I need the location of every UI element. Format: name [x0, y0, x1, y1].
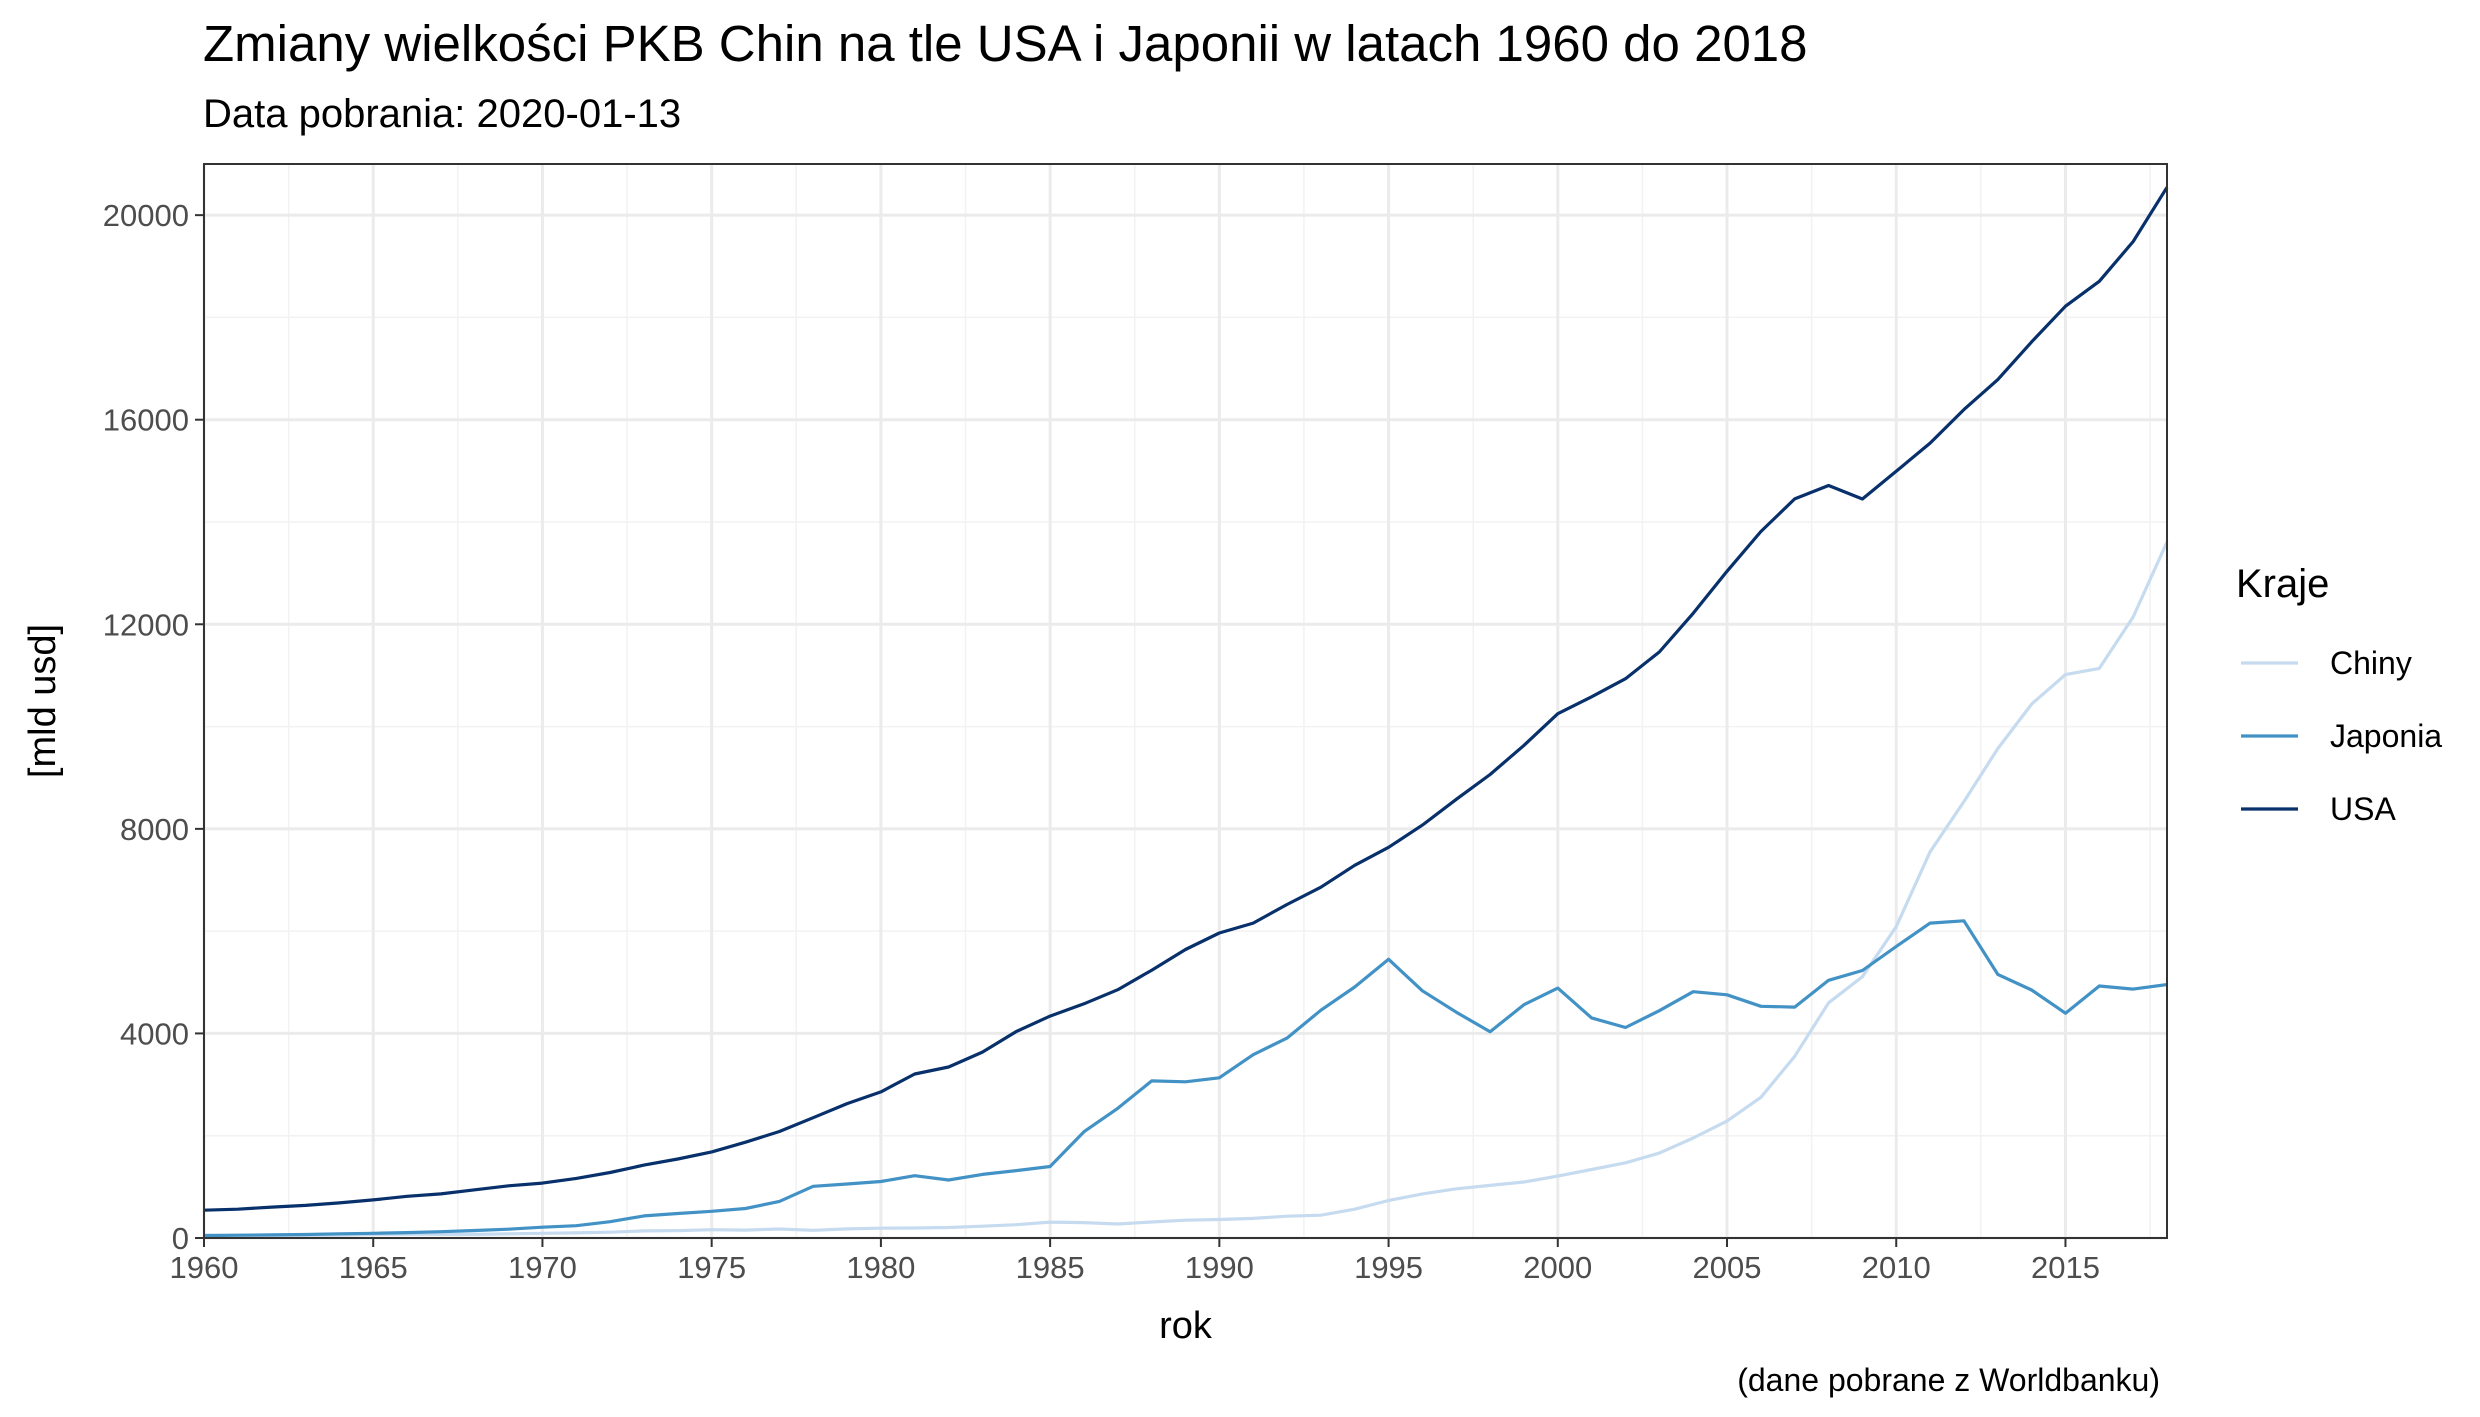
x-tick-label: 1960	[170, 1250, 239, 1285]
x-tick-label: 1970	[508, 1250, 577, 1285]
x-tick-label: 2005	[1693, 1250, 1762, 1285]
x-tick-label: 1995	[1354, 1250, 1423, 1285]
plot-border	[203, 163, 2168, 1239]
y-tick-label: 4000	[120, 1016, 189, 1051]
series-lines	[203, 186, 2169, 1238]
x-tick-label: 1975	[677, 1250, 746, 1285]
legend-label-usa: USA	[2330, 791, 2396, 827]
legend: Kraje Chiny Japonia USA	[2236, 562, 2442, 827]
x-tick-label: 1980	[846, 1250, 915, 1285]
chart-subtitle: Data pobrania: 2020-01-13	[203, 92, 682, 136]
x-axis-title: rok	[1159, 1305, 1213, 1347]
series-line-chiny	[203, 541, 2169, 1238]
x-tick-label: 1990	[1185, 1250, 1254, 1285]
legend-label-japonia: Japonia	[2330, 718, 2442, 754]
y-tick-label: 12000	[103, 607, 189, 642]
x-tick-label: 2010	[1862, 1250, 1931, 1285]
y-tick-label: 20000	[103, 198, 189, 233]
x-tick-label: 1965	[339, 1250, 408, 1285]
x-axis: 1960 1965 1970 1975 1980 1985 1990 1995 2000 2005…	[170, 1238, 2100, 1285]
series-line-usa	[203, 186, 2169, 1212]
y-axis: 0 4000 8000 12000 16000 20000	[103, 198, 204, 1256]
legend-label-chiny: Chiny	[2330, 645, 2412, 681]
x-tick-label: 1985	[1016, 1250, 1085, 1285]
grid-minor	[204, 164, 2167, 1238]
x-tick-label: 2015	[2031, 1250, 2100, 1285]
y-tick-label: 0	[172, 1221, 189, 1256]
y-tick-label: 16000	[103, 403, 189, 438]
grid-major	[202, 164, 2167, 1240]
series-line-japonia	[203, 919, 2168, 1238]
chart-caption: (dane pobrane z Worldbanku)	[1737, 1362, 2160, 1398]
y-axis-title: [mld usd]	[22, 624, 64, 778]
y-tick-label: 8000	[120, 812, 189, 847]
chart-title: Zmiany wielkości PKB Chin na tle USA i J…	[203, 15, 1808, 72]
legend-title: Kraje	[2236, 562, 2329, 606]
x-tick-label: 2000	[1523, 1250, 1592, 1285]
